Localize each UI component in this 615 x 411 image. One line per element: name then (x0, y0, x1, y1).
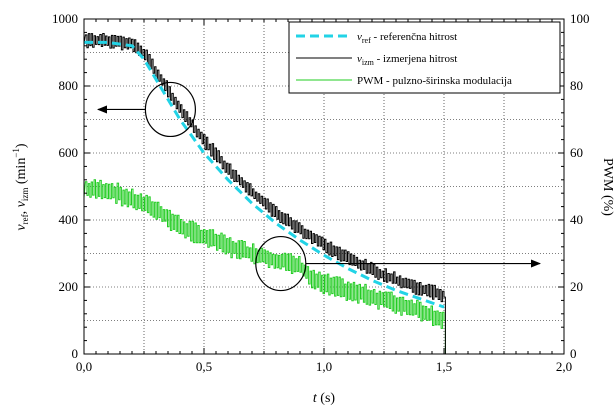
x-tick-label: 2,0 (556, 359, 572, 374)
y-left-tick-label: 600 (59, 145, 79, 160)
y-left-tick-label: 200 (59, 279, 79, 294)
legend-label-2: PWM - pulzno-širinska modulacija (357, 75, 512, 87)
y-left-tick-label: 800 (59, 78, 79, 93)
y-right-tick-label: 60 (570, 145, 583, 160)
y-right-tick-label: 100 (570, 11, 590, 26)
y-right-tick-label: 0 (570, 346, 577, 361)
y-right-tick-label: 80 (570, 78, 583, 93)
series-line-2 (84, 179, 564, 354)
y-right-axis-title: PWM (%) (600, 158, 615, 216)
y-left-axis-title: vref, vizm (min−1) (11, 143, 30, 230)
x-tick-label: 0,0 (76, 359, 92, 374)
y-right-tick-label: 40 (570, 212, 583, 227)
x-tick-label: 0,5 (196, 359, 212, 374)
y-right-tick-label: 20 (570, 279, 583, 294)
x-axis-title: t (s) (313, 391, 336, 406)
series-line-1 (84, 33, 564, 354)
y-left-tick-label: 0 (72, 346, 79, 361)
series-line-0 (84, 40, 445, 309)
x-tick-label: 1,0 (316, 359, 332, 374)
legend-label-0: vref - referenčna hitrost (357, 31, 457, 45)
series-layer (84, 33, 564, 354)
legend: vref - referenčna hitrost vizm - izmerjen… (288, 21, 561, 94)
x-tick-label: 1,5 (436, 359, 452, 374)
legend-label-1: vizm - izmerjena hitrost (357, 53, 457, 67)
y-left-tick-label: 1000 (52, 11, 78, 26)
annotations (97, 81, 541, 292)
ticks (83, 18, 565, 355)
y-left-tick-label: 400 (59, 212, 79, 227)
tick-labels: 0,0 0,5 1,0 1,5 2,00200400600800100002040608… (52, 11, 590, 374)
